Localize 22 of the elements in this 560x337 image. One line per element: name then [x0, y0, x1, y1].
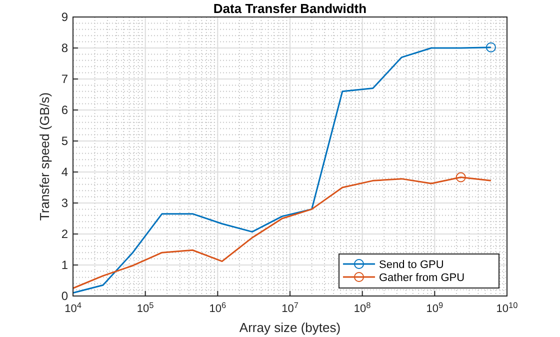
y-tick-label: 9: [61, 10, 68, 24]
x-axis-title: Array size (bytes): [239, 320, 341, 335]
y-axis-title: Transfer speed (GB/s): [37, 92, 52, 221]
x-tick-label: 10$^{8}$: [354, 300, 372, 315]
legend-label: Gather from GPU: [379, 272, 465, 284]
legend-label: Send to GPU: [379, 259, 444, 271]
y-tick-label: 5: [61, 134, 68, 148]
y-tick-label: 4: [61, 165, 68, 179]
x-tick-label: 10$^{5}$: [136, 300, 154, 315]
y-tick-label: 8: [61, 41, 68, 55]
y-tick-label: 0: [61, 289, 68, 303]
y-tick-label: 7: [61, 72, 68, 86]
x-tick-label: 10$^{10}$: [496, 300, 518, 315]
y-tick-label: 3: [61, 196, 68, 210]
chart-title: Data Transfer Bandwidth: [213, 1, 367, 16]
y-tick-label: 6: [61, 103, 68, 117]
x-tick-label: 10$^{4}$: [64, 300, 82, 315]
x-tick-label: 10$^{9}$: [426, 300, 444, 315]
x-tick-label: 10$^{6}$: [209, 300, 226, 315]
y-tick-label: 1: [61, 258, 68, 272]
x-tick-label: 10$^{7}$: [282, 300, 299, 315]
y-tick-label: 2: [61, 227, 68, 241]
